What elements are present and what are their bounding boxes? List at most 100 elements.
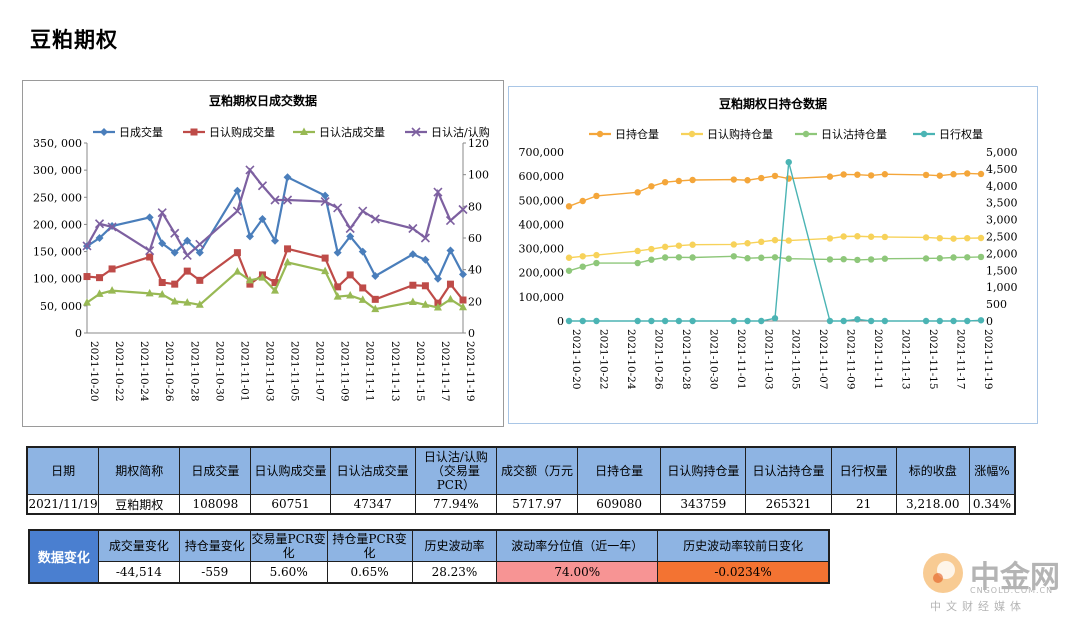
changes-header-cell: 持仓量变化 (178, 529, 251, 562)
legend-marker (100, 128, 108, 136)
changes-cell: -44,514 (97, 561, 180, 584)
summary-cell: 47347 (329, 494, 416, 515)
data-point (108, 286, 117, 294)
data-point (634, 317, 641, 325)
data-point (371, 304, 380, 313)
data-point (867, 256, 875, 263)
x-tick-label: 2021-10-26 (652, 329, 664, 390)
changes-cell: 28.23% (411, 561, 498, 584)
data-point (433, 274, 442, 283)
data-point (358, 295, 367, 303)
data-point (408, 250, 417, 259)
y-tick-label-right: 3,000 (986, 214, 1018, 227)
watermark-name: 中金网 (970, 560, 1060, 595)
data-point (258, 215, 267, 223)
summary-header-row: 日期 期权简称 日成交量 日认购成交量 日认沽成交量 日认沽/认购（交易量PCR… (26, 446, 1016, 495)
data-point (950, 171, 957, 178)
x-tick-label: 2021-10-28 (188, 341, 200, 402)
data-point (689, 317, 696, 325)
data-point (183, 236, 192, 245)
data-point (107, 222, 117, 232)
x-tick-label: 2021-10-30 (707, 329, 719, 390)
data-point (977, 253, 985, 261)
data-point (145, 246, 155, 256)
summary-cell: 21 (830, 494, 897, 515)
data-point (950, 235, 957, 242)
legend-label: 日认沽/认购 (431, 125, 490, 139)
daily-open-interest-chart-panel: 豆粕期权日持仓数据 日持仓量 日认购持仓量 日认沽持仓量 日行权量 0 100,000 200… (508, 86, 1038, 424)
x-tick-label: 2021-11-07 (817, 329, 829, 390)
data-point (282, 195, 293, 205)
data-point (840, 317, 847, 325)
daily-volume-chart-panel: 豆粕期权日成交数据 日成交量 日认购成交量 日认沽成交量 日认沽/认购 0 50, 000 1… (22, 80, 504, 427)
data-point (233, 267, 242, 275)
data-point (922, 234, 930, 241)
data-point (675, 254, 683, 261)
data-point (675, 317, 683, 325)
summary-header-cell: 日认沽持仓量 (745, 446, 832, 495)
summary-cell: 77.94% (414, 494, 497, 515)
data-point (771, 172, 779, 180)
chart-title: 豆粕期权日持仓数据 (719, 96, 827, 111)
data-point (593, 259, 600, 267)
summary-header-cell: 日期 (26, 446, 100, 495)
data-point (881, 317, 889, 325)
x-tick-label: 2021-11-11 (872, 329, 884, 390)
changes-header-row: 数据变化 成交量变化 持仓量变化 交易量PCR变化 持仓量PCR变化 历史波动率… (28, 529, 830, 584)
volatility-percentile-cell: 74.00% (496, 561, 659, 584)
legend-marker (688, 130, 696, 138)
data-point (283, 257, 292, 266)
x-tick-label: 2021-11-15 (927, 329, 939, 390)
summary-cell: 265321 (745, 494, 832, 515)
data-point (108, 265, 116, 273)
data-point (157, 208, 167, 218)
data-point (867, 233, 875, 240)
y-tick-label-right: 40 (468, 264, 482, 277)
x-tick-label: 2021-11-07 (314, 341, 326, 402)
data-point (922, 317, 930, 325)
y-tick-label-left: 0 (557, 315, 564, 328)
data-point (257, 181, 268, 191)
y-tick-label-left: 600,000 (519, 170, 565, 183)
x-tick-label: 2021-11-09 (845, 329, 857, 390)
legend-marker (802, 130, 810, 138)
x-tick-label: 2021-11-19 (464, 341, 476, 402)
y-tick-label-left: 700,000 (519, 146, 565, 159)
data-point (565, 267, 573, 274)
data-point (758, 317, 765, 325)
data-point (95, 234, 104, 242)
data-point (232, 206, 242, 216)
changes-header-cell: 历史波动率较前日变化 (657, 529, 830, 562)
y-tick-label-right: 500 (986, 298, 1007, 311)
data-point (271, 236, 279, 245)
summary-header-cell: 涨幅% (968, 446, 1016, 495)
data-point (730, 253, 737, 260)
data-point (922, 171, 930, 179)
data-point (321, 266, 330, 275)
legend-label: 日成交量 (119, 125, 163, 139)
changes-cell: 0.65% (326, 561, 413, 584)
y-tick-label-left: 250, 000 (33, 191, 82, 204)
changes-header-cell: 成交量变化 (97, 529, 180, 562)
data-point (771, 315, 779, 322)
summary-cell: 5717.97 (495, 494, 579, 515)
data-point (459, 302, 467, 311)
y-tick-label-right: 2,500 (986, 231, 1018, 244)
data-point (145, 213, 154, 222)
x-tick-label: 2021-10-30 (213, 341, 225, 402)
x-tick-label: 2021-11-03 (762, 329, 774, 390)
data-point (854, 171, 861, 178)
data-point (730, 176, 737, 183)
data-point (245, 165, 255, 175)
data-point (867, 317, 875, 325)
data-point (771, 236, 779, 244)
summary-header-cell: 日认购持仓量 (660, 446, 747, 495)
summary-header-cell: 标的收盘 (895, 446, 970, 495)
y-tick-label-right: 120 (468, 137, 489, 150)
data-point (346, 271, 354, 279)
changes-cell: -559 (178, 561, 251, 584)
summary-header-cell: 日认沽/认购（交易量PCR） (414, 446, 497, 495)
legend-marker (920, 130, 928, 138)
data-point (565, 203, 573, 210)
